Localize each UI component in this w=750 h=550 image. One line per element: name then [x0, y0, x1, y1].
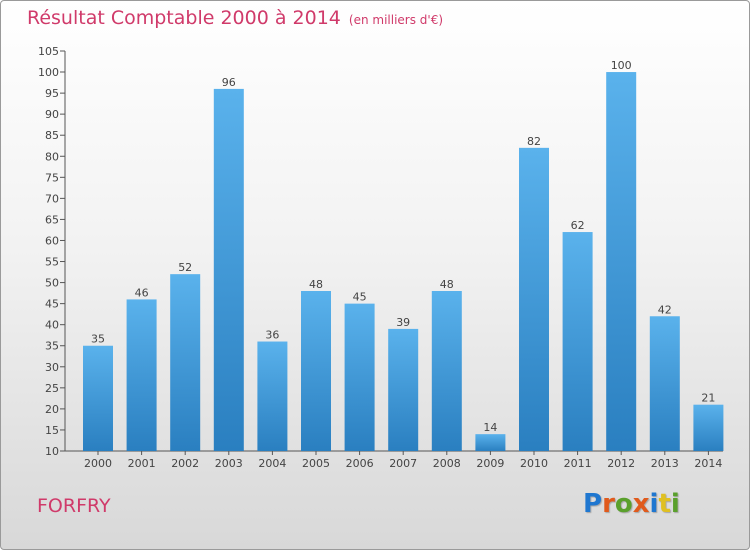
x-tick-label: 2003	[215, 457, 243, 470]
data-label: 42	[658, 303, 672, 316]
y-tick-label: 15	[45, 424, 59, 437]
data-label: 62	[571, 219, 585, 232]
x-tick-label: 2014	[694, 457, 722, 470]
y-tick-label: 75	[45, 171, 59, 184]
bar-2003[interactable]	[213, 88, 244, 451]
logo-letter: o	[614, 489, 633, 519]
y-tick-label: 105	[38, 45, 59, 58]
data-label: 35	[91, 333, 105, 346]
commune-name: FORFRY	[37, 495, 111, 517]
y-tick-label: 45	[45, 298, 59, 311]
y-tick-label: 35	[45, 340, 59, 353]
data-label: 82	[527, 135, 541, 148]
y-tick-label: 50	[45, 277, 59, 290]
y-tick-label: 85	[45, 129, 59, 142]
data-label: 14	[483, 421, 497, 434]
bar-2004[interactable]	[257, 341, 288, 451]
logo-letter: i	[649, 489, 659, 519]
bar-2009[interactable]	[475, 434, 506, 451]
data-label: 39	[396, 316, 410, 329]
y-tick-label: 25	[45, 382, 59, 395]
bar-2007[interactable]	[388, 328, 419, 451]
data-label: 21	[701, 392, 715, 405]
data-label: 96	[222, 76, 236, 89]
data-label: 48	[440, 278, 454, 291]
x-tick-label: 2011	[564, 457, 592, 470]
proxiti-logo[interactable]: Proxiti	[583, 489, 680, 519]
bar-2000[interactable]	[83, 345, 113, 451]
data-label: 48	[309, 278, 323, 291]
bar-2012[interactable]	[606, 72, 637, 451]
bar-2010[interactable]	[519, 147, 549, 451]
data-label: 45	[353, 291, 367, 304]
x-tick-label: 2005	[302, 457, 330, 470]
bar-2006[interactable]	[344, 303, 375, 451]
bars: 35 46 52 96 36 48 45 39 48 14 82 62 100 42 21	[83, 59, 724, 451]
x-tick-label: 2004	[258, 457, 286, 470]
y-tick-label: 90	[45, 108, 59, 121]
data-label: 52	[178, 261, 192, 274]
x-tick-label: 2000	[84, 457, 112, 470]
data-label: 36	[265, 329, 279, 342]
bar-2005[interactable]	[301, 291, 331, 451]
bar-2001[interactable]	[126, 299, 157, 451]
y-tick-label: 65	[45, 213, 59, 226]
bar-2013[interactable]	[649, 316, 680, 451]
chart-unit: (en milliers d'€)	[348, 13, 444, 27]
y-tick-label: 60	[45, 234, 59, 247]
bar-2008[interactable]	[431, 291, 462, 451]
chart-title: Résultat Comptable 2000 à 2014 (en millie…	[27, 7, 443, 29]
x-tick-label: 2006	[346, 457, 374, 470]
y-tick-label: 30	[45, 361, 59, 374]
x-tick-label: 2008	[433, 457, 461, 470]
logo-letter: r	[602, 489, 615, 519]
bar-2014[interactable]	[693, 404, 724, 451]
y-tick-label: 70	[45, 192, 59, 205]
logo-letter: t	[658, 489, 671, 519]
y-tick-label: 95	[45, 87, 59, 100]
chart-title-text: Résultat Comptable 2000 à 2014	[27, 7, 341, 29]
y-tick-label: 100	[38, 66, 59, 79]
x-tick-label: 2002	[171, 457, 199, 470]
x-tick-label: 2013	[651, 457, 679, 470]
bar-2011[interactable]	[562, 232, 593, 451]
logo-letter: x	[632, 489, 650, 519]
y-tick-label: 10	[45, 445, 59, 458]
bar-2002[interactable]	[170, 274, 201, 451]
y-tick-label: 80	[45, 150, 59, 163]
y-tick-label: 55	[45, 256, 59, 269]
logo-letter: i	[670, 489, 680, 519]
y-tick-label: 40	[45, 319, 59, 332]
x-tick-label: 2007	[389, 457, 417, 470]
data-label: 100	[611, 59, 632, 72]
logo-letter: P	[583, 489, 603, 519]
x-tick-label: 2012	[607, 457, 635, 470]
x-tick-label: 2009	[476, 457, 504, 470]
x-tick-label: 2001	[128, 457, 156, 470]
data-label: 46	[135, 286, 149, 299]
x-tick-label: 2010	[520, 457, 548, 470]
y-tick-label: 20	[45, 403, 59, 416]
